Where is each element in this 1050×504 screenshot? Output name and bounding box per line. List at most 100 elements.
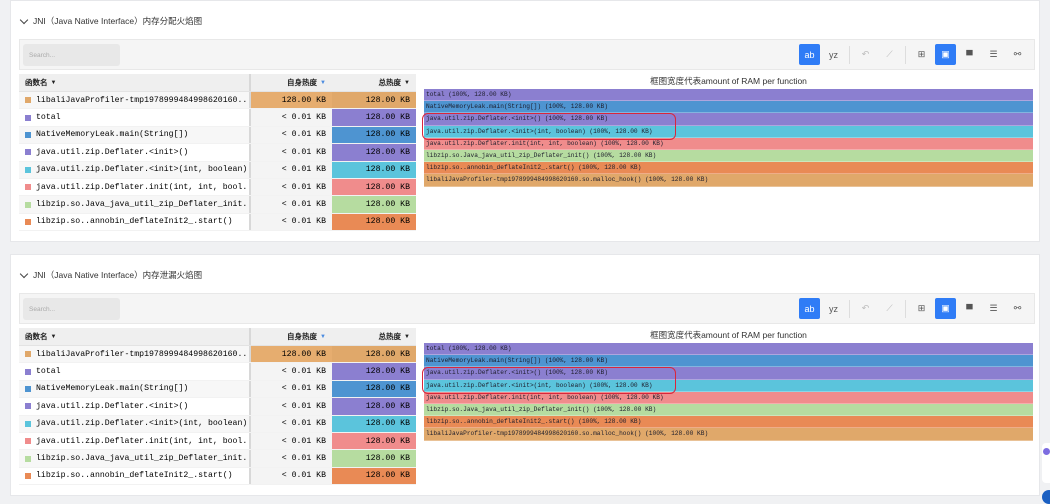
flamegraph-title: 框图宽度代表amount of RAM per function <box>650 76 807 86</box>
function-name: libzip.so..annobin_deflateInit2_.start() <box>36 471 233 481</box>
table-flame-button[interactable]: ▣ <box>935 44 956 65</box>
table-row[interactable]: java.util.zip.Deflater.init(int, int, bo… <box>19 178 416 197</box>
graph-button[interactable]: ⚯ <box>1007 44 1028 65</box>
table-row[interactable]: java.util.zip.Deflater.<init>(int, boole… <box>19 161 416 179</box>
table-icon: ⊞ <box>917 49 926 59</box>
table-header: 函数名 ▼ 自身热度 ▼ 总热度 ▼ <box>19 328 416 346</box>
yz-button[interactable]: yz <box>823 44 844 65</box>
table-row[interactable]: java.util.zip.Deflater.<init>() < 0.01 K… <box>19 144 416 162</box>
table-button[interactable]: ⊞ <box>911 44 932 65</box>
table-row[interactable]: NativeMemoryLeak.main(String[]) < 0.01 K… <box>19 126 416 145</box>
flame-frame[interactable]: libzip.so.Java_java_util_zip_Deflater_in… <box>424 403 1033 417</box>
self-value: < 0.01 KB <box>249 126 332 144</box>
flame-frame[interactable]: java.util.zip.Deflater.<init>() (100%, 1… <box>424 367 1033 380</box>
color-swatch-icon <box>25 97 31 104</box>
color-swatch-icon <box>25 166 31 173</box>
undo-button[interactable]: ↶ <box>855 298 876 319</box>
floating-assistant-panel[interactable] <box>1042 443 1050 483</box>
table-row[interactable]: libzip.so.Java_java_util_zip_Deflater_in… <box>19 450 416 468</box>
search-input[interactable] <box>23 44 120 66</box>
table-row[interactable]: total < 0.01 KB 128.00 KB <box>19 363 416 381</box>
toolbar-divider <box>849 299 850 318</box>
column-self[interactable]: 自身热度 ▼ <box>249 74 332 91</box>
flame-frame[interactable]: java.util.zip.Deflater.<init>() (100%, 1… <box>424 113 1033 126</box>
flame-frame[interactable]: NativeMemoryLeak.main(String[]) (100%, 1… <box>424 101 1033 114</box>
total-value: 128.00 KB <box>332 450 416 467</box>
sandwich-button[interactable]: ☰ <box>983 44 1004 65</box>
magic-button[interactable]: ⟋ <box>879 298 900 319</box>
self-value: < 0.01 KB <box>249 450 332 467</box>
function-name: java.util.zip.Deflater.<init>(int, boole… <box>36 419 248 429</box>
flame-frame[interactable]: libaliJavaProfiler-tmp197899948499862016… <box>424 428 1033 441</box>
table-row[interactable]: java.util.zip.Deflater.<init>(int, boole… <box>19 415 416 433</box>
flame-button[interactable]: ▀ <box>959 44 980 65</box>
function-name: NativeMemoryLeak.main(String[]) <box>36 384 189 394</box>
panel-title-toggle[interactable]: JNI（Java Native Interface）内存分配火焰图 <box>19 15 202 27</box>
self-value: < 0.01 KB <box>249 196 332 213</box>
sandwich-button[interactable]: ☰ <box>983 298 1004 319</box>
allocation-flamegraph-panel: JNI（Java Native Interface）内存分配火焰图 ab yz ↶ ⟋ ⊞… <box>10 0 1040 242</box>
total-value: 128.00 KB <box>332 432 416 450</box>
chevron-down-icon <box>19 269 29 278</box>
flame-frame[interactable]: total (100%, 128.00 KB) <box>424 343 1033 356</box>
undo-button[interactable]: ↶ <box>855 44 876 65</box>
flame-icon: ▀ <box>966 49 973 60</box>
table-row[interactable]: libaliJavaProfiler-tmp197899948499862016… <box>19 92 416 110</box>
total-value: 128.00 KB <box>332 109 416 126</box>
self-value: < 0.01 KB <box>249 432 332 450</box>
column-function-name[interactable]: 函数名 ▼ <box>25 332 57 341</box>
flame-frame[interactable]: java.util.zip.Deflater.init(int, int, bo… <box>424 391 1033 404</box>
graph-button[interactable]: ⚯ <box>1007 298 1028 319</box>
column-total[interactable]: 总热度 ▼ <box>378 332 410 341</box>
flame-frame[interactable]: java.util.zip.Deflater.<init>(int, boole… <box>424 125 1033 138</box>
color-swatch-icon <box>25 385 31 392</box>
flame-frame[interactable]: libzip.so..annobin_deflateInit2_.start()… <box>424 416 1033 429</box>
highlight-annotation <box>422 113 676 140</box>
table-row[interactable]: total < 0.01 KB 128.00 KB <box>19 109 416 127</box>
help-button[interactable] <box>1042 490 1050 504</box>
function-table: 函数名 ▼ 自身热度 ▼ 总热度 ▼ libaliJavaProfiler-tmp19… <box>19 328 416 486</box>
assistant-icon[interactable] <box>1043 448 1050 455</box>
yz-icon: yz <box>829 303 838 314</box>
color-swatch-icon <box>25 114 31 121</box>
self-value: < 0.01 KB <box>249 109 332 126</box>
total-value: 128.00 KB <box>332 178 416 196</box>
table-row[interactable]: java.util.zip.Deflater.<init>() < 0.01 K… <box>19 398 416 416</box>
table-row[interactable]: libzip.so..annobin_deflateInit2_.start()… <box>19 213 416 232</box>
table-icon: ⊞ <box>917 303 926 313</box>
magic-button[interactable]: ⟋ <box>879 44 900 65</box>
flame-frame[interactable]: libzip.so..annobin_deflateInit2_.start()… <box>424 162 1033 175</box>
search-input[interactable] <box>23 298 120 320</box>
column-function-name[interactable]: 函数名 ▼ <box>25 78 57 87</box>
yz-button[interactable]: yz <box>823 298 844 319</box>
self-value: 128.00 KB <box>249 92 332 109</box>
self-value: < 0.01 KB <box>249 178 332 196</box>
flame-frame[interactable]: java.util.zip.Deflater.<init>(int, boole… <box>424 379 1033 392</box>
table-button[interactable]: ⊞ <box>911 298 932 319</box>
ab-button[interactable]: ab <box>799 298 820 319</box>
panel-title-toggle[interactable]: JNI（Java Native Interface）内存泄漏火焰图 <box>19 269 202 281</box>
column-self[interactable]: 自身热度 ▼ <box>249 328 332 345</box>
function-name: libzip.so.Java_java_util_zip_Deflater_in… <box>36 200 249 210</box>
flame-frame[interactable]: NativeMemoryLeak.main(String[]) (100%, 1… <box>424 355 1033 368</box>
table-row[interactable]: libaliJavaProfiler-tmp197899948499862016… <box>19 346 416 364</box>
total-value: 128.00 KB <box>332 363 416 380</box>
flame-frame[interactable]: libaliJavaProfiler-tmp197899948499862016… <box>424 174 1033 187</box>
flame-button[interactable]: ▀ <box>959 298 980 319</box>
ab-button[interactable]: ab <box>799 44 820 65</box>
toolbar-divider <box>849 45 850 64</box>
table-row[interactable]: java.util.zip.Deflater.init(int, int, bo… <box>19 432 416 451</box>
total-value: 128.00 KB <box>332 213 416 231</box>
flame-frame[interactable]: total (100%, 128.00 KB) <box>424 89 1033 102</box>
table-flame-button[interactable]: ▣ <box>935 298 956 319</box>
self-value: < 0.01 KB <box>249 398 332 415</box>
function-name: libzip.so..annobin_deflateInit2_.start() <box>36 217 233 227</box>
table-row[interactable]: libzip.so..annobin_deflateInit2_.start()… <box>19 467 416 486</box>
table-header: 函数名 ▼ 自身热度 ▼ 总热度 ▼ <box>19 74 416 92</box>
table-row[interactable]: NativeMemoryLeak.main(String[]) < 0.01 K… <box>19 380 416 399</box>
graph-icon: ⚯ <box>1013 49 1022 59</box>
flame-frame[interactable]: libzip.so.Java_java_util_zip_Deflater_in… <box>424 149 1033 163</box>
flame-frame[interactable]: java.util.zip.Deflater.init(int, int, bo… <box>424 137 1033 150</box>
column-total[interactable]: 总热度 ▼ <box>378 78 410 87</box>
table-row[interactable]: libzip.so.Java_java_util_zip_Deflater_in… <box>19 196 416 214</box>
